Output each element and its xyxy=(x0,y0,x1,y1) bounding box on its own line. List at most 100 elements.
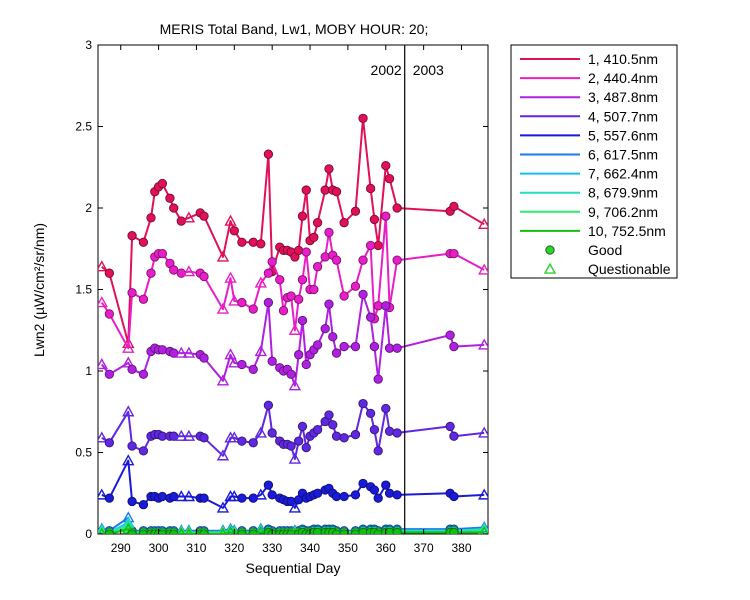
y-tick-label: 2 xyxy=(85,201,92,215)
legend-label: 10, 752.5nm xyxy=(588,223,666,239)
series-5 xyxy=(98,454,488,513)
x-tick-label: 350 xyxy=(338,541,358,555)
data-point-good xyxy=(297,275,308,285)
data-point-questionable xyxy=(256,525,266,534)
data-point-questionable xyxy=(175,524,187,534)
data-point-good xyxy=(199,271,209,282)
data-point-good xyxy=(381,301,391,311)
data-point-questionable xyxy=(228,431,241,443)
data-point-good xyxy=(369,485,380,495)
data-point-questionable xyxy=(98,260,108,272)
legend-label: 2, 440.4nm xyxy=(588,70,658,86)
data-point-good xyxy=(309,284,319,295)
data-point-good xyxy=(373,446,383,456)
data-point-good xyxy=(267,428,277,438)
data-point-good xyxy=(297,211,308,221)
data-point-questionable xyxy=(219,527,227,534)
data-point-good xyxy=(248,364,258,375)
legend-label: 4, 507.7nm xyxy=(588,108,658,124)
data-point-good xyxy=(331,187,342,197)
legend-entry: 5, 557.6nm xyxy=(520,127,658,143)
data-point-good xyxy=(339,291,349,301)
data-point-good xyxy=(320,252,330,262)
data-point-good xyxy=(381,160,391,171)
x-tick-label: 330 xyxy=(262,541,282,555)
data-point-questionable xyxy=(288,501,302,513)
data-point-questionable xyxy=(216,250,230,262)
data-point-good xyxy=(365,312,376,322)
data-point-questionable xyxy=(216,302,230,314)
data-point-good xyxy=(286,441,296,451)
x-tick-label: 360 xyxy=(376,541,396,555)
data-point-good xyxy=(381,403,391,414)
x-tick-label: 290 xyxy=(111,541,131,555)
chart-title: MERIS Total Band, Lw1, MOBY HOUR: 20; xyxy=(160,21,429,37)
data-point-questionable xyxy=(254,488,268,500)
data-point-questionable xyxy=(176,525,186,534)
data-point-good xyxy=(237,493,247,503)
x-tick-label: 380 xyxy=(451,541,471,555)
data-point-good xyxy=(301,185,311,195)
legend-entry: 7, 662.4nm xyxy=(520,166,658,182)
data-point-good xyxy=(392,428,402,438)
data-point-good xyxy=(256,239,266,249)
data-point-good xyxy=(369,341,380,352)
y-tick-label: 3 xyxy=(85,38,92,52)
data-point-good xyxy=(157,248,168,259)
data-point-good xyxy=(350,281,361,291)
data-point-good xyxy=(199,211,209,221)
data-point-good xyxy=(392,203,402,213)
data-point-questionable xyxy=(478,426,488,438)
data-point-questionable xyxy=(216,449,230,461)
data-point-good xyxy=(127,364,137,375)
data-point-good xyxy=(278,306,289,316)
data-point-good xyxy=(369,214,380,225)
data-point-good xyxy=(339,491,349,502)
data-point-good xyxy=(373,493,383,503)
data-point-good xyxy=(358,289,368,300)
data-point-good xyxy=(384,426,395,436)
data-point-questionable xyxy=(182,265,196,277)
data-point-good xyxy=(237,529,247,534)
data-point-good xyxy=(127,441,137,451)
data-point-questionable xyxy=(216,374,230,386)
data-point-questionable xyxy=(478,488,488,500)
data-point-good xyxy=(267,257,277,267)
data-point-good xyxy=(339,341,349,352)
data-point-good xyxy=(157,491,168,502)
data-point-questionable xyxy=(479,525,488,534)
data-point-good xyxy=(320,323,330,334)
data-point-good xyxy=(146,268,156,278)
data-point-good xyxy=(309,232,319,242)
data-point-good xyxy=(146,213,156,223)
legend-label-questionable: Questionable xyxy=(588,261,671,277)
data-point-good xyxy=(392,490,402,500)
data-point-questionable xyxy=(254,344,268,357)
data-point-questionable xyxy=(478,263,488,275)
data-point-good xyxy=(312,340,323,350)
data-point-good xyxy=(267,490,277,500)
y-tick-label: 2.5 xyxy=(75,120,92,134)
legend-entry: 6, 617.5nm xyxy=(520,147,658,163)
data-point-good xyxy=(286,291,296,301)
data-point-good xyxy=(350,341,361,352)
data-point-questionable xyxy=(182,429,196,441)
x-tick-label: 370 xyxy=(414,541,434,555)
data-point-good xyxy=(358,255,368,265)
data-point-questionable xyxy=(122,341,135,353)
data-point-good xyxy=(297,315,308,326)
data-point-good xyxy=(263,297,274,308)
x-axis-label: Sequential Day xyxy=(246,560,341,576)
data-point-good xyxy=(199,529,209,534)
data-point-good xyxy=(294,436,304,446)
legend: 1, 410.5nm 2, 440.4nm 3, 487.8nm 4, 507.7nm… xyxy=(510,44,678,279)
data-point-good xyxy=(104,529,115,534)
legend-entry: 2, 440.4nm xyxy=(520,70,658,86)
data-point-good xyxy=(286,369,296,379)
year-label-2002: 2002 xyxy=(371,62,402,78)
data-point-good xyxy=(104,493,115,503)
data-point-good xyxy=(263,149,274,159)
data-point-good xyxy=(104,438,115,448)
data-point-questionable xyxy=(122,454,135,466)
